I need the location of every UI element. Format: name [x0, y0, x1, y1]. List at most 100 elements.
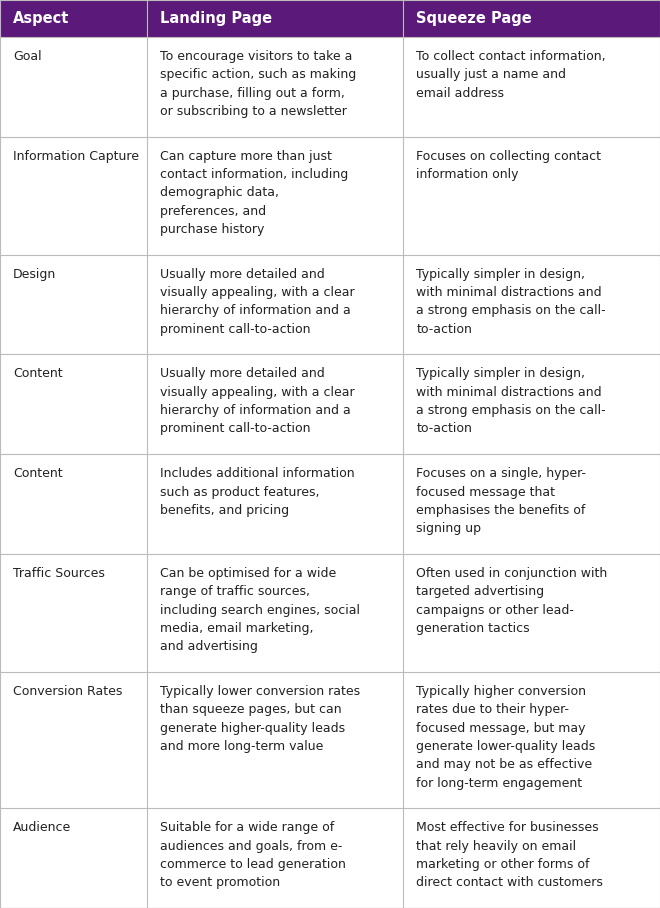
Text: such as product features,: such as product features, — [160, 486, 319, 498]
Text: a strong emphasis on the call-: a strong emphasis on the call- — [416, 404, 606, 417]
Text: prominent call-to-action: prominent call-to-action — [160, 422, 310, 436]
Text: prominent call-to-action: prominent call-to-action — [160, 322, 310, 336]
Bar — [0, 672, 147, 808]
Text: targeted advertising: targeted advertising — [416, 585, 544, 598]
Text: commerce to lead generation: commerce to lead generation — [160, 858, 345, 871]
Text: and advertising: and advertising — [160, 640, 257, 653]
Text: Typically lower conversion rates: Typically lower conversion rates — [160, 685, 360, 698]
Text: Focuses on collecting contact: Focuses on collecting contact — [416, 150, 601, 163]
Bar — [0, 37, 147, 137]
Text: purchase history: purchase history — [160, 223, 264, 236]
Text: with minimal distractions and: with minimal distractions and — [416, 386, 602, 399]
Bar — [403, 0, 660, 37]
Text: including search engines, social: including search engines, social — [160, 604, 360, 617]
Bar — [147, 37, 403, 137]
Text: focused message that: focused message that — [416, 486, 555, 498]
Bar — [403, 808, 660, 908]
Text: Aspect: Aspect — [13, 11, 69, 26]
Text: media, email marketing,: media, email marketing, — [160, 622, 313, 635]
Text: to event promotion: to event promotion — [160, 876, 280, 889]
Text: Usually more detailed and: Usually more detailed and — [160, 368, 324, 380]
Bar — [147, 354, 403, 454]
Text: Focuses on a single, hyper-: Focuses on a single, hyper- — [416, 467, 586, 480]
Text: focused message, but may: focused message, but may — [416, 722, 586, 735]
Text: hierarchy of information and a: hierarchy of information and a — [160, 404, 350, 417]
Bar — [147, 137, 403, 255]
Text: Traffic Sources: Traffic Sources — [13, 567, 105, 580]
Bar — [0, 0, 147, 37]
Text: Can capture more than just: Can capture more than just — [160, 150, 331, 163]
Bar — [403, 255, 660, 354]
Text: range of traffic sources,: range of traffic sources, — [160, 585, 310, 598]
Text: Suitable for a wide range of: Suitable for a wide range of — [160, 822, 334, 834]
Bar — [147, 454, 403, 554]
Text: Usually more detailed and: Usually more detailed and — [160, 268, 324, 281]
Text: information only: information only — [416, 168, 519, 181]
Text: Typically simpler in design,: Typically simpler in design, — [416, 268, 585, 281]
Bar — [147, 0, 403, 37]
Bar — [0, 137, 147, 255]
Text: generation tactics: generation tactics — [416, 622, 530, 635]
Text: direct contact with customers: direct contact with customers — [416, 876, 603, 889]
Text: To collect contact information,: To collect contact information, — [416, 50, 606, 63]
Bar — [403, 354, 660, 454]
Text: Audience: Audience — [13, 822, 71, 834]
Bar — [403, 554, 660, 672]
Text: Typically simpler in design,: Typically simpler in design, — [416, 368, 585, 380]
Bar — [0, 808, 147, 908]
Text: campaigns or other lead-: campaigns or other lead- — [416, 604, 574, 617]
Text: marketing or other forms of: marketing or other forms of — [416, 858, 590, 871]
Text: than squeeze pages, but can: than squeeze pages, but can — [160, 704, 341, 716]
Text: signing up: signing up — [416, 522, 481, 535]
Text: or subscribing to a newsletter: or subscribing to a newsletter — [160, 105, 346, 118]
Text: Includes additional information: Includes additional information — [160, 467, 354, 480]
Bar — [403, 37, 660, 137]
Text: for long-term engagement: for long-term engagement — [416, 776, 582, 790]
Text: email address: email address — [416, 86, 504, 100]
Text: Content: Content — [13, 467, 63, 480]
Text: benefits, and pricing: benefits, and pricing — [160, 504, 288, 517]
Bar — [147, 672, 403, 808]
Text: Can be optimised for a wide: Can be optimised for a wide — [160, 567, 336, 580]
Text: Most effective for businesses: Most effective for businesses — [416, 822, 599, 834]
Text: To encourage visitors to take a: To encourage visitors to take a — [160, 50, 352, 63]
Text: to-action: to-action — [416, 422, 472, 436]
Text: usually just a name and: usually just a name and — [416, 68, 566, 82]
Text: Squeeze Page: Squeeze Page — [416, 11, 532, 26]
Bar — [403, 454, 660, 554]
Text: Goal: Goal — [13, 50, 42, 63]
Text: and may not be as effective: and may not be as effective — [416, 758, 593, 771]
Bar — [147, 554, 403, 672]
Text: emphasises the benefits of: emphasises the benefits of — [416, 504, 585, 517]
Text: to-action: to-action — [416, 322, 472, 336]
Text: Typically higher conversion: Typically higher conversion — [416, 685, 586, 698]
Text: rates due to their hyper-: rates due to their hyper- — [416, 704, 570, 716]
Text: and more long-term value: and more long-term value — [160, 740, 323, 753]
Text: generate lower-quality leads: generate lower-quality leads — [416, 740, 595, 753]
Bar — [0, 454, 147, 554]
Text: generate higher-quality leads: generate higher-quality leads — [160, 722, 345, 735]
Text: demographic data,: demographic data, — [160, 186, 279, 200]
Text: Landing Page: Landing Page — [160, 11, 272, 26]
Bar — [0, 255, 147, 354]
Text: a strong emphasis on the call-: a strong emphasis on the call- — [416, 304, 606, 318]
Text: contact information, including: contact information, including — [160, 168, 348, 181]
Text: specific action, such as making: specific action, such as making — [160, 68, 356, 82]
Text: visually appealing, with a clear: visually appealing, with a clear — [160, 386, 354, 399]
Bar — [147, 255, 403, 354]
Bar — [403, 672, 660, 808]
Bar — [0, 354, 147, 454]
Text: that rely heavily on email: that rely heavily on email — [416, 840, 576, 853]
Text: Content: Content — [13, 368, 63, 380]
Text: Design: Design — [13, 268, 56, 281]
Text: Conversion Rates: Conversion Rates — [13, 685, 122, 698]
Text: visually appealing, with a clear: visually appealing, with a clear — [160, 286, 354, 299]
Text: hierarchy of information and a: hierarchy of information and a — [160, 304, 350, 318]
Text: Information Capture: Information Capture — [13, 150, 139, 163]
Bar — [403, 137, 660, 255]
Text: with minimal distractions and: with minimal distractions and — [416, 286, 602, 299]
Text: a purchase, filling out a form,: a purchase, filling out a form, — [160, 86, 345, 100]
Text: audiences and goals, from e-: audiences and goals, from e- — [160, 840, 342, 853]
Bar — [0, 554, 147, 672]
Bar — [147, 808, 403, 908]
